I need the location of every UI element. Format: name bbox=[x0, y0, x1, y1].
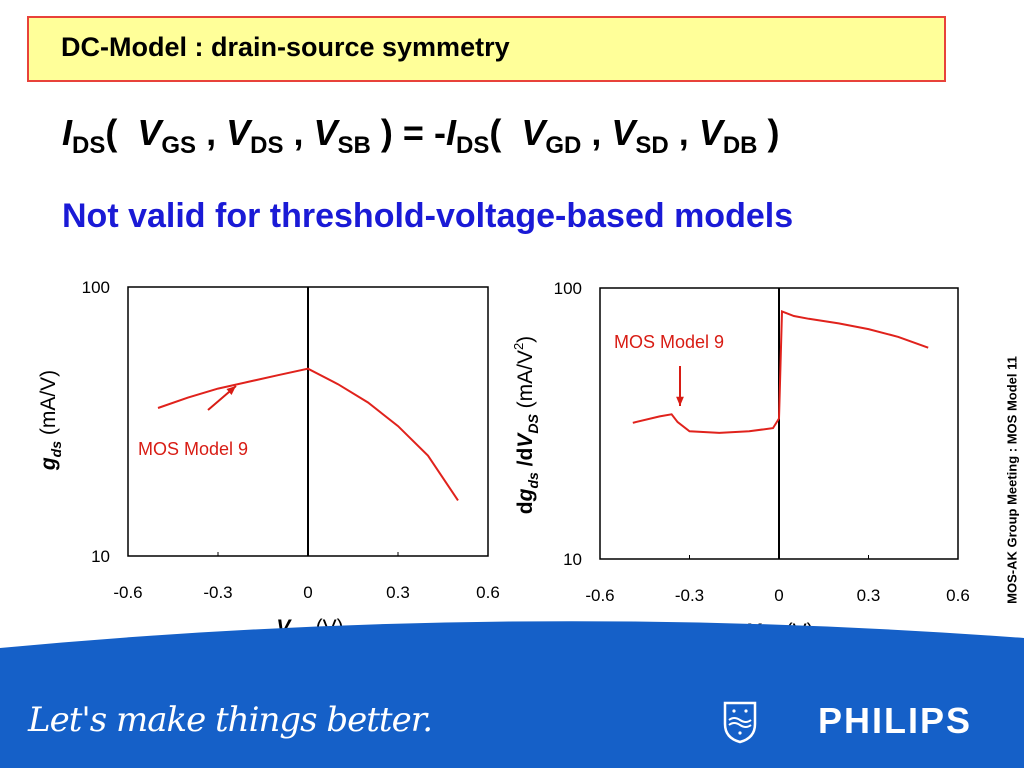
eq-b3: V bbox=[698, 112, 723, 153]
symmetry-equation: IDS( VGS , VDS , VSB ) = -IDS( VGD , VSD… bbox=[62, 112, 780, 160]
chart1-y-tick-label: 10 bbox=[91, 547, 110, 566]
footer-band bbox=[0, 621, 1024, 768]
eq-a1-sub: GS bbox=[161, 132, 197, 159]
eq-comma-2: , bbox=[293, 112, 304, 153]
eq-b2: V bbox=[611, 112, 636, 153]
chart2-arrow-head bbox=[676, 396, 684, 406]
philips-shield-icon bbox=[723, 701, 757, 744]
chart2-x-tick-label: 0 bbox=[774, 586, 783, 605]
eq-equals: = bbox=[402, 112, 424, 153]
chart2-series-line bbox=[632, 309, 929, 434]
eq-open-1: ( bbox=[105, 112, 118, 153]
chart2-y-axis-label: dgds /dVDS (mA/V2) bbox=[511, 336, 541, 514]
eq-comma-4: , bbox=[678, 112, 689, 153]
chart1-x-tick-label: 0 bbox=[303, 583, 312, 602]
chart2-x-tick-label: -0.6 bbox=[585, 586, 614, 605]
eq-b3-sub: DB bbox=[722, 132, 758, 159]
chart1-x-tick-label: -0.6 bbox=[113, 583, 142, 602]
validity-note: Not valid for threshold-voltage-based mo… bbox=[62, 197, 794, 235]
eq-a3-sub: SB bbox=[337, 132, 371, 159]
chart1-y-axis-label: gds (mA/V) bbox=[37, 370, 64, 471]
chart2-y-tick-label: 10 bbox=[563, 550, 582, 569]
footer-slogan: Let's make things better. bbox=[28, 700, 433, 740]
eq-a2: V bbox=[226, 112, 251, 153]
eq-a1: V bbox=[137, 112, 162, 153]
eq-comma-1: , bbox=[206, 112, 217, 153]
chart1-x-tick-label: 0.6 bbox=[476, 583, 500, 602]
eq-close-2: ) bbox=[767, 112, 780, 153]
eq-comma-3: , bbox=[591, 112, 602, 153]
chart1-arrow-head bbox=[226, 386, 236, 395]
eq-lhs-i-sub: DS bbox=[72, 132, 106, 159]
eq-a3: V bbox=[313, 112, 338, 153]
page-title: DC-Model : drain-source symmetry bbox=[61, 32, 510, 62]
chart2-x-tick-label: 0.3 bbox=[857, 586, 881, 605]
chart1-y-tick-label: 100 bbox=[82, 278, 110, 297]
eq-b1: V bbox=[521, 112, 546, 153]
chart2-x-tick-label: -0.3 bbox=[675, 586, 704, 605]
eq-rhs-i: I bbox=[445, 112, 456, 153]
chart1-series-line bbox=[157, 367, 459, 501]
eq-b1-sub: GD bbox=[545, 132, 582, 159]
side-caption: MOS-AK Group Meeting : MOS Model 11 bbox=[1004, 356, 1020, 604]
chart1-annotation-label: MOS Model 9 bbox=[138, 439, 248, 459]
title-box: DC-Model : drain-source symmetry bbox=[27, 16, 946, 82]
eq-close-1: ) bbox=[380, 112, 393, 153]
chart1-x-tick-label: 0.3 bbox=[386, 583, 410, 602]
eq-minus: - bbox=[433, 112, 446, 153]
eq-lhs-i: I bbox=[62, 112, 73, 153]
eq-open-2: ( bbox=[489, 112, 502, 153]
eq-rhs-i-sub: DS bbox=[455, 132, 490, 159]
footer-brand: PHILIPS bbox=[818, 700, 973, 741]
chart2-x-tick-label: 0.6 bbox=[946, 586, 970, 605]
chart2-y-tick-label: 100 bbox=[554, 279, 582, 298]
eq-a2-sub: DS bbox=[250, 132, 284, 159]
chart2-annotation-label: MOS Model 9 bbox=[614, 332, 724, 352]
chart1-x-tick-label: -0.3 bbox=[203, 583, 232, 602]
eq-b2-sub: SD bbox=[635, 132, 669, 159]
